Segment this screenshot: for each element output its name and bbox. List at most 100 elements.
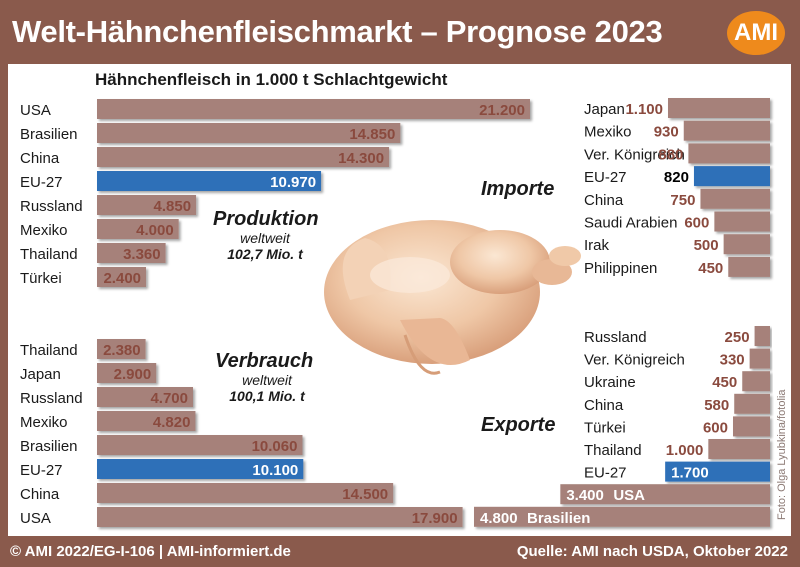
footer-copyright: © AMI 2022/EG-I-106 | AMI-informiert.de <box>10 543 291 560</box>
chart-subtitle: Hähnchenfleisch in 1.000 t Schlachtgewic… <box>95 70 448 89</box>
consumption-china-bar <box>97 483 394 503</box>
consumption-japan-bar <box>97 363 157 383</box>
exports-eu-27-bar <box>665 461 770 482</box>
imports-china-bar <box>700 188 770 209</box>
exports-ver-koenigreich-label: Ver. Königreich <box>584 352 685 369</box>
production-china-value: 14.300 <box>338 150 384 167</box>
exports-tuerkei-bar <box>733 416 770 437</box>
exports-china-value: 580 <box>704 397 729 414</box>
imports-eu-27-value: 820 <box>664 169 689 186</box>
production-china-bar <box>97 147 390 167</box>
imports-china-value: 750 <box>670 192 695 209</box>
consumption-russland-value: 4.700 <box>150 390 188 407</box>
exports-russland-bar <box>754 326 770 346</box>
imports-eu-27-bar <box>693 166 770 187</box>
consumption-mexiko-value: 4.820 <box>153 414 191 431</box>
imports-philippinen-bar <box>728 256 770 277</box>
production-russland-value: 4.850 <box>154 198 192 215</box>
exports-tuerkei-label: Türkei <box>584 419 626 436</box>
footer-source: Quelle: AMI nach USDA, Oktober 2022 <box>516 543 788 560</box>
consumption-eu-27-label: EU-27 <box>20 462 63 479</box>
consumption-thailand-bar <box>97 339 146 359</box>
imports-japan-value: 1.100 <box>625 101 663 118</box>
ami-logo: AMI <box>727 11 785 55</box>
imports-saudi-arabien-label: Saudi Arabien <box>584 215 677 232</box>
imports-china-label: China <box>584 192 624 209</box>
imports-mexiko-value: 930 <box>654 124 679 141</box>
production-eu-27-bar <box>97 171 322 191</box>
production-tuerkei-bar <box>97 267 147 287</box>
production-eu-27-label: EU-27 <box>20 174 63 191</box>
consumption-russland-label: Russland <box>20 390 83 407</box>
production-mexiko-bar <box>97 219 179 239</box>
exports-russland-label: Russland <box>584 329 647 346</box>
consumption-eu-27-value: 10.100 <box>252 462 298 479</box>
production-total: 102,7 Mio. t <box>227 246 303 262</box>
production-usa-value: 21.200 <box>479 102 525 119</box>
exports-brasilien-bar <box>474 506 770 527</box>
imports-mexiko-bar <box>683 120 770 141</box>
consumption-usa-bar <box>97 507 463 527</box>
imports-philippinen-label: Philippinen <box>584 260 657 277</box>
exports-thailand-bar <box>708 439 770 459</box>
production-thailand-value: 3.360 <box>123 246 161 263</box>
raw-chicken-image <box>324 220 581 375</box>
production-russland-label: Russland <box>20 198 83 215</box>
production-brasilien-label: Brasilien <box>20 126 78 143</box>
exports-usa-label: USA <box>613 487 645 504</box>
production-thailand-bar <box>97 243 166 263</box>
page-title: Welt-Hähnchenfleischmarkt – Prognose 202… <box>12 14 663 49</box>
imports-irak-label: Irak <box>584 237 610 254</box>
imports-saudi-arabien-value: 600 <box>684 215 709 232</box>
imports-ver-koenigreich-value: 880 <box>658 146 683 163</box>
consumption-china-value: 14.500 <box>342 486 388 503</box>
consumption-mexiko-label: Mexiko <box>20 414 68 431</box>
exports-ver-koenigreich-value: 330 <box>720 352 745 369</box>
exports-brasilien-label: Brasilien <box>527 510 590 527</box>
consumption-usa-label: USA <box>20 510 51 527</box>
production-russland-bar <box>97 195 197 215</box>
exports-tuerkei-value: 600 <box>703 419 728 436</box>
imports-japan-bar <box>668 98 770 118</box>
exports-section-title: Exporte <box>481 414 556 436</box>
consumption-thailand-label: Thailand <box>20 342 78 359</box>
production-china-label: China <box>20 150 60 167</box>
consumption-brasilien-value: 10.060 <box>252 438 298 455</box>
consumption-brasilien-bar <box>97 435 303 455</box>
exports-thailand-value: 1.000 <box>666 442 704 459</box>
production-brasilien-bar <box>97 123 401 143</box>
exports-usa-value: 3.400 <box>566 487 604 504</box>
production-section-title: Produktion <box>213 208 319 230</box>
consumption-japan-label: Japan <box>20 366 61 383</box>
imports-japan-label: Japan <box>584 101 625 118</box>
production-usa-bar <box>97 99 530 119</box>
imports-mexiko-label: Mexiko <box>584 124 632 141</box>
exports-usa-bar <box>560 484 770 505</box>
production-tuerkei-value: 2.400 <box>103 270 141 287</box>
exports-brasilien-value: 4.800 <box>480 510 518 527</box>
production-mexiko-value: 4.000 <box>136 222 174 239</box>
consumption-brasilien-label: Brasilien <box>20 438 78 455</box>
consumption-thailand-value: 2.380 <box>103 342 141 359</box>
exports-ukraine-value: 450 <box>712 374 737 391</box>
consumption-russland-bar <box>97 387 193 407</box>
exports-thailand-label: Thailand <box>584 442 642 459</box>
consumption-total: 100,1 Mio. t <box>229 388 305 404</box>
imports-eu-27-label: EU-27 <box>584 169 627 186</box>
exports-russland-value: 250 <box>725 329 750 346</box>
production-mexiko-label: Mexiko <box>20 222 68 239</box>
imports-philippinen-value: 450 <box>698 260 723 277</box>
exports-eu-27-value: 1.700 <box>671 465 709 482</box>
production-usa-label: USA <box>20 102 51 119</box>
imports-ver-koenigreich-bar <box>688 143 770 164</box>
imports-saudi-arabien-bar <box>714 211 770 232</box>
imports-ver-koenigreich-label: Ver. Königreich <box>584 146 685 163</box>
photo-credit: Foto: Olga Lyubkina/fotolia <box>776 389 788 520</box>
imports-irak-value: 500 <box>694 237 719 254</box>
exports-china-bar <box>734 393 770 414</box>
consumption-japan-value: 2.900 <box>114 366 152 383</box>
exports-ukraine-label: Ukraine <box>584 374 636 391</box>
production-tuerkei-label: Türkei <box>20 270 62 287</box>
consumption-usa-value: 17.900 <box>412 510 458 527</box>
